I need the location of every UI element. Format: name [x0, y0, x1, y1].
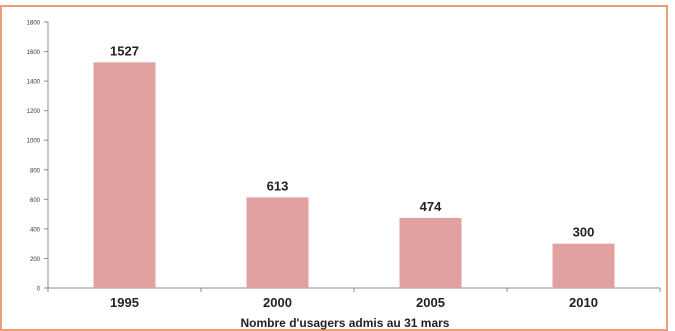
- data-label-1995: 1527: [110, 43, 139, 58]
- x-tick-label: 2010: [569, 295, 598, 310]
- bar-2010: [552, 243, 615, 288]
- x-tick-label: 2000: [263, 295, 292, 310]
- y-tick-label: 0: [37, 287, 41, 293]
- y-tick-label: 800: [30, 168, 41, 174]
- x-axis: 1995 2000 2005 2010: [47, 287, 661, 310]
- bar-2005: [399, 217, 462, 288]
- data-label-2010: 300: [573, 225, 595, 240]
- data-label-2000: 613: [267, 178, 289, 193]
- bars: [93, 62, 615, 288]
- y-tick-label: 600: [30, 198, 41, 204]
- bar-1995: [93, 62, 156, 288]
- y-tick-label: 1600: [27, 50, 41, 56]
- x-tick-label: 2005: [416, 295, 445, 310]
- chart-border: [0, 5, 668, 331]
- x-axis-title: Nombre d'usagers admis au 31 mars: [241, 316, 450, 330]
- bar-2000: [246, 197, 309, 288]
- data-labels: 1527 613 474 300: [110, 43, 594, 239]
- y-axis: 0 200 400 600 800 1000 1200 1400 1600 1800: [27, 21, 49, 293]
- y-tick-label: 1000: [27, 139, 41, 145]
- y-tick-label: 1400: [27, 80, 41, 86]
- y-tick-label: 200: [30, 257, 41, 263]
- data-label-2005: 474: [420, 199, 442, 214]
- y-tick-label: 1800: [27, 21, 41, 27]
- x-tick-label: 1995: [110, 295, 139, 310]
- y-tick-label: 400: [30, 227, 41, 233]
- y-tick-label: 1200: [27, 109, 41, 115]
